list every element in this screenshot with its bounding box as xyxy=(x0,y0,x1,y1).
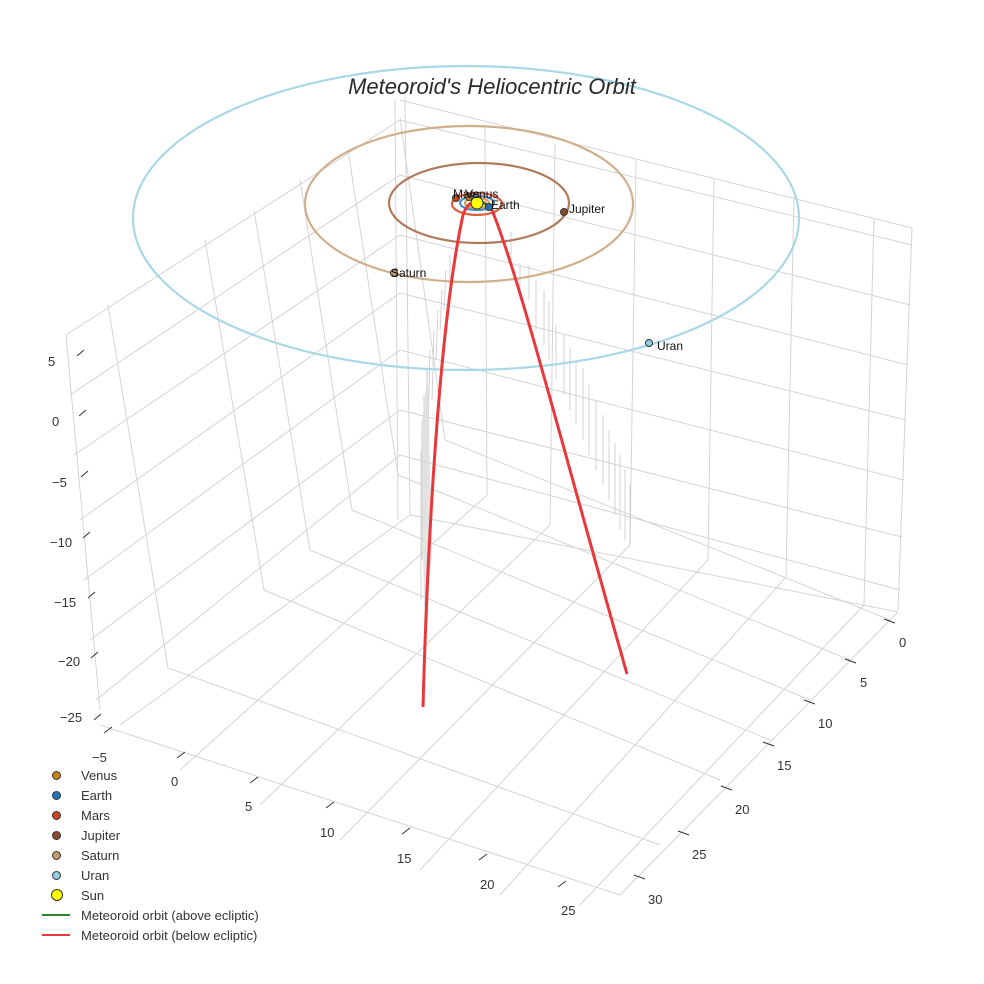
mars-marker xyxy=(452,194,460,202)
saturn-dot-icon xyxy=(52,851,61,860)
venus-marker xyxy=(465,193,473,201)
x-tick: 5 xyxy=(245,799,253,814)
z-tick: −20 xyxy=(58,654,81,669)
jupiter-dot-icon xyxy=(52,831,61,840)
mars-dot-icon xyxy=(52,811,61,820)
red-line-icon xyxy=(42,934,70,936)
green-line-icon xyxy=(42,914,70,916)
x-tick: 10 xyxy=(320,825,335,840)
legend-item-earth[interactable]: Earth xyxy=(38,785,259,805)
uran-label: Uran xyxy=(657,339,683,353)
jupiter-label: Jupiter xyxy=(569,202,605,216)
grid-lines xyxy=(65,96,913,906)
z-tick: −25 xyxy=(60,710,83,725)
legend-item-meteoroid-above[interactable]: Meteoroid orbit (above ecliptic) xyxy=(38,905,259,925)
y-tick: 5 xyxy=(860,675,868,690)
earth-dot-icon xyxy=(52,791,61,800)
planet-markers xyxy=(390,193,653,347)
x-tick: 0 xyxy=(171,774,179,789)
sun-marker xyxy=(470,196,484,210)
earth-orbit xyxy=(458,194,496,212)
legend-label: Meteoroid orbit (above ecliptic) xyxy=(81,907,259,923)
venus-label: Venus xyxy=(465,187,498,201)
z-tick: −5 xyxy=(52,475,67,490)
x-tick: 15 xyxy=(397,851,412,866)
saturn-label: Saturn xyxy=(391,266,426,280)
legend: Venus Earth Mars Jupiter Saturn Uran Sun… xyxy=(38,765,259,945)
y-tick: 10 xyxy=(818,716,833,731)
z-tick: −15 xyxy=(54,595,77,610)
earth-marker xyxy=(485,203,493,211)
legend-label: Sun xyxy=(81,887,105,903)
y-tick: 25 xyxy=(692,847,707,862)
legend-item-meteoroid-below[interactable]: Meteoroid orbit (below ecliptic) xyxy=(38,925,259,945)
mars-orbit xyxy=(450,191,504,217)
legend-label: Saturn xyxy=(81,847,120,863)
z-tick: −10 xyxy=(50,535,73,550)
z-tick: 0 xyxy=(52,414,60,429)
z-tick: 5 xyxy=(48,354,56,369)
legend-item-saturn[interactable]: Saturn xyxy=(38,845,259,865)
y-tick: 20 xyxy=(735,802,750,817)
uran-dot-icon xyxy=(52,871,61,880)
planet-orbits xyxy=(131,64,801,372)
legend-label: Earth xyxy=(81,787,113,803)
legend-label: Venus xyxy=(81,767,118,783)
uran-orbit xyxy=(131,64,801,372)
legend-item-uran[interactable]: Uran xyxy=(38,865,259,885)
y-tick: 0 xyxy=(899,635,907,650)
chart-title: Meteoroid's Heliocentric Orbit xyxy=(348,74,636,99)
legend-item-sun[interactable]: Sun xyxy=(38,885,259,905)
legend-item-mars[interactable]: Mars xyxy=(38,805,259,825)
jupiter-orbit xyxy=(387,161,571,245)
mars-label: Mars xyxy=(453,187,480,201)
legend-item-venus[interactable]: Venus xyxy=(38,765,259,785)
legend-item-jupiter[interactable]: Jupiter xyxy=(38,825,259,845)
earth-label: Earth xyxy=(491,198,520,212)
saturn-marker xyxy=(390,269,398,277)
uran-marker xyxy=(645,339,653,347)
y-tick: 30 xyxy=(648,892,663,907)
saturn-orbit xyxy=(303,124,635,284)
y-tick: 15 xyxy=(777,758,792,773)
legend-label: Mars xyxy=(81,807,110,823)
venus-dot-icon xyxy=(52,771,61,780)
x-tick: −5 xyxy=(92,750,107,765)
legend-label: Jupiter xyxy=(81,827,121,843)
x-tick: 20 xyxy=(480,877,495,892)
legend-label: Uran xyxy=(81,867,110,883)
legend-label: Meteoroid orbit (below ecliptic) xyxy=(81,927,258,943)
jupiter-marker xyxy=(560,208,568,216)
sun-dot-icon xyxy=(51,889,63,901)
tick-marks xyxy=(76,349,896,888)
x-tick: 25 xyxy=(561,903,576,918)
